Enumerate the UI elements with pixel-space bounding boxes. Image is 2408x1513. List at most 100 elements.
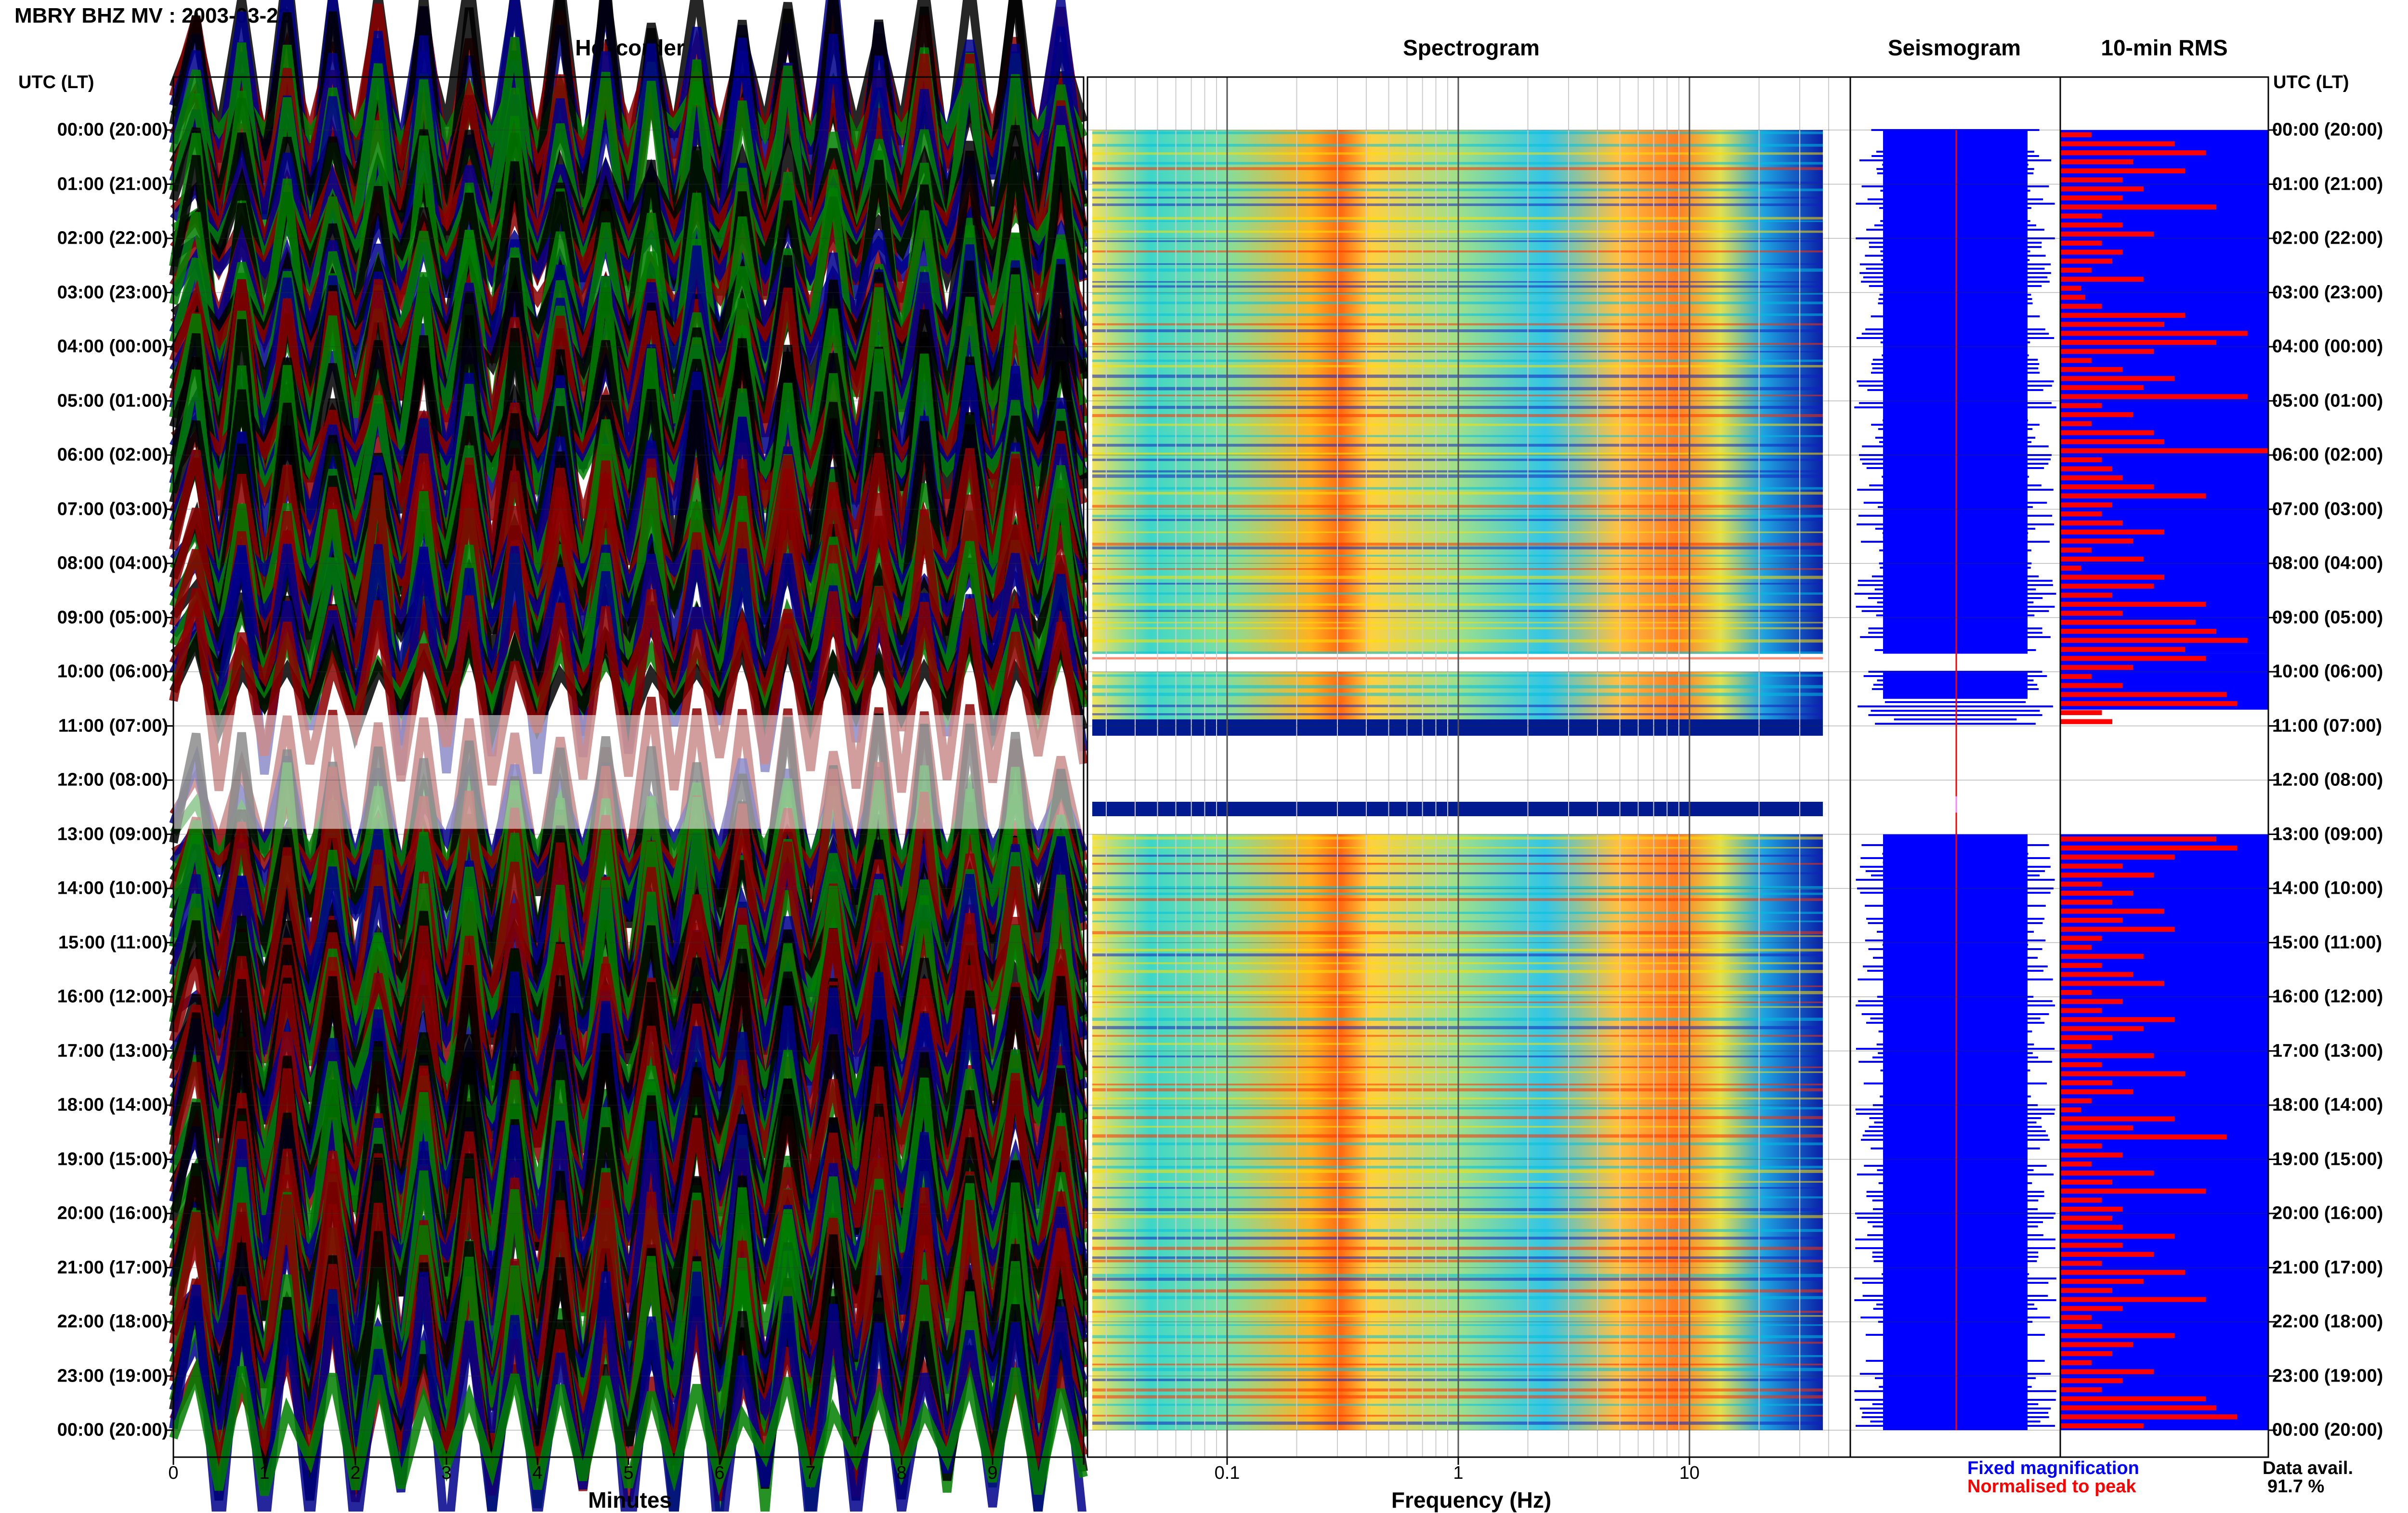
rms-bar	[2060, 683, 2123, 688]
rms-bar	[2060, 1297, 2206, 1302]
rms-bar	[2060, 990, 2092, 995]
minute-tick-label: 9	[987, 1463, 998, 1483]
rms-bar	[2060, 601, 2206, 607]
time-label-right: 05:00 (01:00)	[2272, 391, 2383, 411]
legend-fixed: Fixed magnification	[1967, 1458, 2139, 1478]
rms-bar	[2060, 1179, 2112, 1185]
rms-bar	[2060, 1405, 2216, 1410]
helicorder-gap	[173, 715, 1084, 829]
rms-bar	[2060, 313, 2186, 318]
rms-bar	[2060, 150, 2206, 156]
data-avail-label: Data avail.	[2263, 1458, 2353, 1478]
rms-bar	[2060, 1396, 2206, 1401]
time-label-left: 15:00 (11:00)	[58, 932, 168, 952]
time-label-right: 06:00 (02:00)	[2272, 444, 2383, 465]
rms-fixed-band	[2060, 834, 2268, 1430]
rms-bar	[2060, 953, 2144, 959]
spectrogram-title: Spectrogram	[1403, 35, 1540, 60]
time-label-left: 17:00 (13:00)	[57, 1041, 168, 1061]
time-label-right: 14:00 (10:00)	[2272, 878, 2383, 899]
rms-bar	[2060, 1188, 2206, 1194]
rms-bar	[2060, 421, 2092, 426]
time-label-left: 03:00 (23:00)	[57, 282, 168, 302]
rms-bar	[2060, 1098, 2092, 1104]
time-label-left: 01:00 (21:00)	[57, 174, 168, 194]
rms-bar	[2060, 1035, 2112, 1040]
time-label-right: 19:00 (15:00)	[2272, 1149, 2383, 1169]
rms-bar	[2060, 574, 2164, 580]
rms-bar	[2060, 1125, 2133, 1131]
rms-bar	[2060, 836, 2216, 842]
rms-bar	[2060, 1378, 2123, 1383]
rms-bar	[2060, 376, 2175, 381]
rms-bar	[2060, 1270, 2186, 1275]
rms-bar	[2060, 213, 2102, 219]
time-label-right: 00:00 (20:00)	[2272, 119, 2383, 140]
rms-bar	[2060, 710, 2102, 715]
rms-bar	[2060, 1053, 2154, 1058]
rms-bar	[2060, 1089, 2133, 1095]
rms-bar	[2060, 900, 2112, 905]
time-label-left: 06:00 (02:00)	[57, 444, 168, 465]
time-label-right: 22:00 (18:00)	[2272, 1311, 2383, 1332]
rms-bar	[2060, 168, 2186, 173]
time-label-left: 11:00 (07:00)	[58, 716, 168, 736]
minute-tick-label: 2	[350, 1463, 361, 1483]
rms-bar	[2060, 249, 2123, 255]
rms-bar	[2060, 556, 2144, 562]
time-label-left: 20:00 (16:00)	[57, 1203, 168, 1224]
seismogram-panel	[1849, 76, 2061, 1458]
rms-bar	[2060, 339, 2216, 345]
rms-bar	[2060, 1234, 2175, 1239]
rms-bar	[2060, 1170, 2154, 1176]
frequency-tick-label: 10	[1679, 1463, 1700, 1483]
rms-bar	[2060, 1261, 2102, 1266]
time-label-left: 13:00 (09:00)	[57, 824, 168, 844]
rms-bar	[2060, 303, 2102, 309]
rms-bar	[2060, 430, 2154, 435]
helicorder-panel	[169, 0, 1088, 1512]
rms-bar	[2060, 881, 2102, 887]
legend-normalised: Normalised to peak	[1967, 1476, 2136, 1497]
rms-bar	[2060, 620, 2196, 625]
time-label-right: 00:00 (20:00)	[2272, 1420, 2383, 1440]
rms-bar	[2060, 845, 2238, 851]
minute-tick-label: 4	[532, 1463, 543, 1483]
rms-bar	[2060, 665, 2133, 670]
rms-bar	[2060, 592, 2112, 598]
time-label-right: 17:00 (13:00)	[2272, 1041, 2383, 1061]
time-label-right: 01:00 (21:00)	[2272, 174, 2383, 194]
time-label-left: 14:00 (10:00)	[57, 878, 168, 899]
time-label-left: 04:00 (00:00)	[57, 336, 168, 357]
rms-bar	[2060, 484, 2154, 490]
rms-bar	[2060, 926, 2175, 932]
time-label-left: 08:00 (04:00)	[57, 553, 168, 574]
minute-tick-label: 1	[259, 1463, 270, 1483]
rms-bar	[2060, 1278, 2144, 1284]
time-label-left: 21:00 (17:00)	[57, 1257, 168, 1278]
minute-tick-label: 5	[623, 1463, 634, 1483]
rms-bar	[2060, 286, 2081, 291]
rms-bar	[2060, 349, 2154, 354]
time-label-right: 07:00 (03:00)	[2272, 499, 2383, 519]
rms-bar	[2060, 1062, 2102, 1068]
rms-bar	[2060, 945, 2092, 950]
rms-title: 10-min RMS	[2101, 35, 2228, 60]
rms-panel	[2059, 76, 2269, 1458]
rms-bar	[2060, 656, 2206, 661]
rms-bar	[2060, 981, 2164, 986]
rms-bar	[2060, 186, 2144, 192]
time-label-left: 12:00 (08:00)	[57, 770, 168, 790]
frequency-tick-label: 1	[1453, 1463, 1464, 1483]
time-label-left: 02:00 (22:00)	[57, 228, 168, 248]
rms-bar	[2060, 1215, 2112, 1221]
rms-bar	[2060, 1252, 2154, 1257]
rms-bar	[2060, 493, 2206, 498]
rms-bar	[2060, 132, 2092, 137]
rms-bar	[2060, 1116, 2175, 1122]
rms-bar	[2060, 448, 2268, 454]
time-label-right: 16:00 (12:00)	[2272, 986, 2383, 1007]
time-label-left: 22:00 (18:00)	[57, 1311, 168, 1332]
rms-bar	[2060, 276, 2144, 282]
